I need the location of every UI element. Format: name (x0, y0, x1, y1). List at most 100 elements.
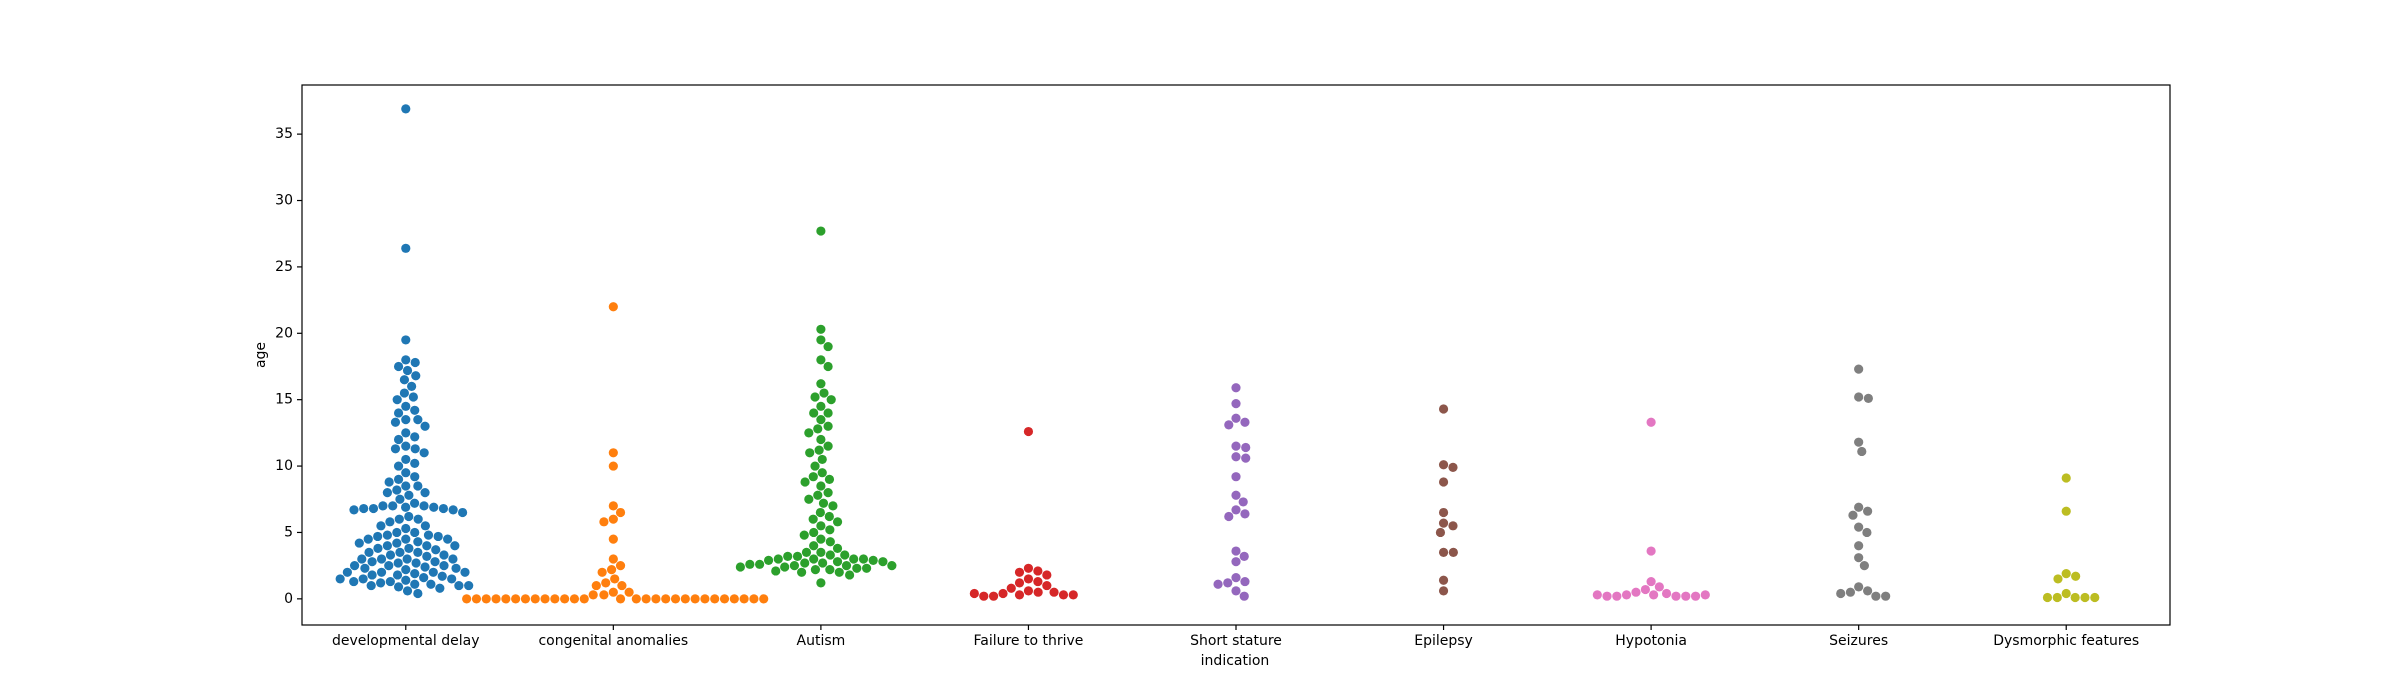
swarm-point (399, 388, 410, 398)
swarm-point (402, 586, 413, 596)
swarm-point (422, 541, 432, 551)
swarm-point (816, 534, 826, 544)
swarm-point (878, 557, 888, 567)
swarm-point (823, 441, 833, 451)
swarm-point (501, 594, 511, 604)
swarm-point (1224, 420, 1234, 430)
swarm-point (1435, 527, 1446, 538)
swarm-point (411, 371, 421, 381)
swarm-point (825, 525, 835, 535)
swarm-point (608, 302, 618, 312)
swarm-point (1681, 591, 1691, 601)
swarm-point (610, 574, 620, 584)
swarm-point (763, 555, 774, 565)
swarm-point (599, 517, 609, 527)
swarm-point (700, 594, 710, 604)
swarm-point (816, 401, 826, 411)
swarm-point (759, 594, 769, 604)
swarm-point (393, 361, 404, 372)
swarm-point (410, 527, 420, 538)
swarm-point (451, 563, 461, 573)
swarm-point (560, 594, 570, 604)
swarm-point (401, 534, 411, 544)
swarm-point (755, 559, 765, 569)
swarm-point (1448, 521, 1458, 531)
swarm-point (392, 395, 402, 405)
swarm-point (816, 324, 826, 334)
swarm-point (540, 594, 550, 604)
swarm-point (402, 365, 413, 376)
swarm-point (813, 424, 823, 434)
swarm-point (1033, 566, 1043, 576)
swarm-point (448, 554, 458, 564)
swarm-point (2080, 592, 2090, 603)
swarm-point (809, 541, 819, 551)
swarm-point (454, 580, 464, 591)
swarm-point (1863, 393, 1873, 403)
swarm-point (608, 534, 618, 544)
swarm-point (393, 408, 404, 418)
x-axis-label: indication (1201, 653, 1270, 669)
swarm-point (392, 570, 403, 580)
swarm-point (832, 557, 843, 567)
y-tick-label: 15 (275, 392, 293, 408)
swarm-point (1646, 417, 1656, 427)
swarm-point (816, 521, 826, 531)
swarm-point (367, 570, 377, 580)
swarm-point (1438, 547, 1449, 557)
swarm-point (849, 554, 859, 564)
swarm-point (1854, 553, 1864, 563)
swarm-point (1023, 586, 1034, 596)
swarm-point (615, 561, 626, 571)
y-tick-label: 20 (275, 325, 293, 341)
swarm-point (401, 454, 411, 465)
swarm-point (420, 562, 430, 572)
swarm-point (608, 448, 618, 458)
swarm-point (419, 572, 429, 583)
y-tick-label: 25 (275, 259, 293, 275)
swarm-point (2061, 569, 2071, 579)
swarm-point (1223, 578, 1233, 588)
swarm-point (818, 558, 828, 568)
swarm-point (376, 578, 386, 588)
swarm-point (641, 594, 651, 604)
swarm-point (438, 503, 449, 514)
swarm-point (1240, 417, 1250, 427)
swarm-point (1621, 590, 1632, 600)
swarm-point (1438, 477, 1449, 487)
swarm-point (1231, 490, 1241, 500)
swarm-point (401, 481, 411, 491)
swarm-point (439, 561, 449, 571)
swarm-point (862, 563, 872, 573)
swarm-point (1640, 584, 1651, 595)
swarm-point (591, 580, 601, 591)
swarm-point (550, 594, 560, 604)
swarm-point (1231, 452, 1241, 462)
swarm-point (789, 561, 800, 571)
swarm-point (615, 507, 626, 518)
swarm-point (410, 357, 420, 368)
swarm-point (349, 505, 359, 515)
swarm-point (393, 434, 404, 445)
swarm-point (832, 543, 843, 553)
swarm-point (1854, 364, 1864, 374)
swarm-point (588, 590, 598, 600)
swarm-point (404, 511, 414, 522)
swarm-point (378, 501, 388, 511)
swarm-point (819, 388, 829, 398)
swarm-point (749, 594, 759, 604)
swarm-point (1863, 506, 1873, 516)
swarm-point (710, 594, 720, 604)
swarm-point (1438, 518, 1449, 528)
swarm-point (1438, 586, 1449, 596)
swarm-point (1231, 399, 1241, 409)
swarm-point (384, 477, 394, 487)
x-tick-label: developmental delay (332, 633, 480, 649)
swarm-point (1438, 575, 1449, 585)
swarm-point (1058, 590, 1069, 600)
swarm-point (1654, 582, 1664, 592)
swarm-point (1023, 426, 1034, 437)
swarm-point (354, 538, 364, 548)
swarm-point (1241, 453, 1251, 463)
swarm-point (773, 554, 783, 564)
